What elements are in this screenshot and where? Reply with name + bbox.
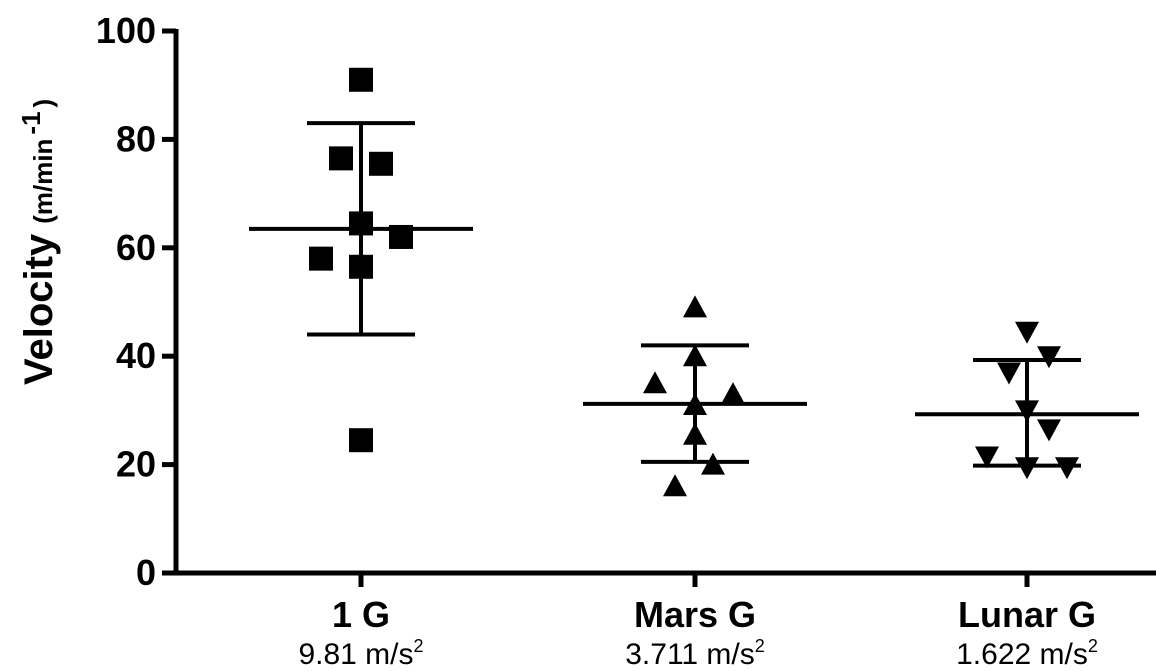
y-axis-title-unit: (m/min — [28, 139, 58, 224]
data-point — [975, 446, 999, 469]
y-tick-label: 100 — [96, 10, 156, 51]
y-axis-title-unit-sup: -1 — [16, 111, 46, 134]
data-point — [329, 146, 353, 171]
x-category-sublabel-sup: 2 — [1088, 636, 1098, 656]
data-point — [683, 392, 707, 415]
data-point — [997, 362, 1021, 385]
y-axis-title-text: Velocity — [17, 233, 61, 385]
data-point — [663, 474, 687, 497]
data-point — [683, 344, 707, 367]
data-point — [721, 382, 745, 405]
data-point — [683, 422, 707, 445]
data-point — [309, 246, 333, 271]
data-point — [1015, 400, 1039, 423]
x-category-label: Lunar G — [958, 594, 1096, 635]
svg-text:Velocity (m/min -1: Velocity (m/min -1 ) — [16, 99, 61, 385]
data-point — [1055, 457, 1079, 480]
data-points — [309, 67, 1079, 497]
x-category-sublabel-text: 3.711 m/s — [625, 638, 755, 671]
data-point — [349, 254, 373, 279]
y-tick-label: 80 — [116, 118, 156, 159]
x-category-sublabel: 1.622 m/s2 — [956, 636, 1098, 671]
data-point — [1037, 419, 1061, 442]
y-ticks: 0 20 40 60 80 100 — [96, 10, 176, 593]
y-axis-title-unit-close: ) — [28, 99, 58, 108]
y-tick-label: 40 — [116, 335, 156, 376]
x-category-label: Mars G — [634, 594, 756, 635]
x-category-sublabel-sup: 2 — [414, 636, 424, 656]
x-category-sublabel-text: 9.81 m/s — [298, 638, 413, 671]
x-category-sublabel-text: 1.622 m/s — [956, 638, 1088, 671]
data-point — [349, 428, 373, 453]
data-point — [389, 224, 413, 249]
axes — [173, 29, 1156, 576]
data-point — [1015, 457, 1039, 480]
data-point — [643, 371, 667, 394]
data-point — [369, 151, 393, 176]
x-category-sublabel: 9.81 m/s2 — [298, 636, 423, 671]
data-point — [701, 452, 725, 475]
data-point — [1015, 321, 1039, 344]
y-tick-label: 60 — [116, 227, 156, 268]
data-point — [1037, 346, 1061, 369]
x-category-sublabel-sup: 2 — [755, 636, 765, 656]
x-category-label: 1 G — [332, 594, 390, 635]
y-tick-label: 0 — [136, 552, 156, 593]
x-category-sublabel: 3.711 m/s2 — [625, 636, 765, 671]
y-axis-title: Velocity (m/min -1 ) — [16, 99, 61, 385]
data-point — [349, 211, 373, 236]
data-point — [683, 295, 707, 318]
y-tick-label: 20 — [116, 444, 156, 485]
data-point — [349, 67, 373, 92]
